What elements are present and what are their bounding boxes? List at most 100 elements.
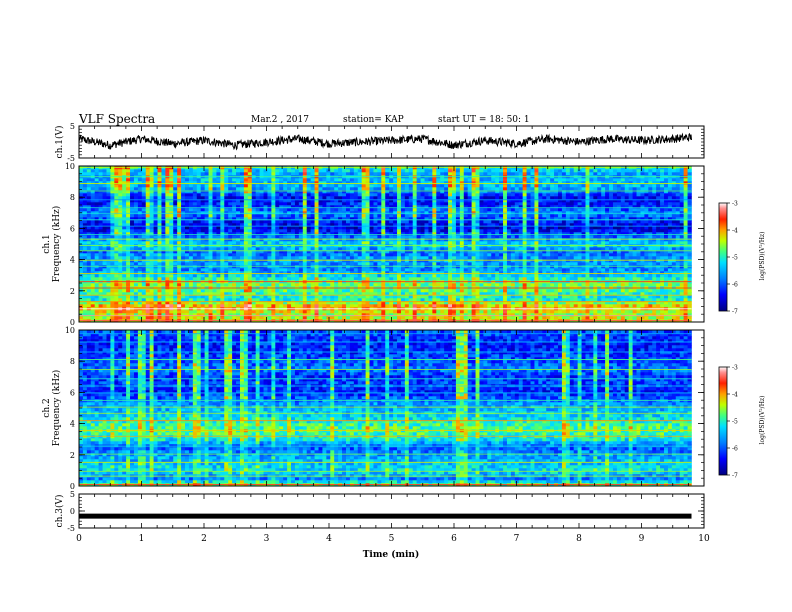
ch1-spectrogram-cell	[82, 172, 88, 176]
ch1-spectrogram-cell	[349, 298, 355, 302]
ch1-spectrogram-cell	[424, 229, 429, 233]
ch1-spectrogram-cell	[291, 271, 296, 275]
ch1-spectrogram-cell	[404, 211, 410, 215]
ch1-spectrogram-cell	[255, 217, 260, 221]
ch1-spectrogram-cell	[212, 232, 217, 236]
ch1-spectrogram-cell	[397, 313, 402, 317]
ch1-spectrogram-cell	[243, 178, 249, 182]
ch1-spectrogram-cell	[169, 301, 174, 305]
ch1-spectrogram-cell	[86, 202, 92, 206]
ch1-spectrogram-cell	[243, 199, 249, 203]
ch1-spectrogram-cell	[345, 313, 351, 317]
ch1-spectrogram-cell	[98, 253, 103, 257]
ch1-spectrogram-cell	[79, 292, 84, 296]
ch1-spectrogram-cell	[196, 289, 202, 293]
ch1-spectrogram-cell	[275, 238, 280, 242]
ch1-spectrogram-cell	[369, 169, 374, 173]
ch1-spectrogram-cell	[243, 259, 249, 263]
ch1-spectrogram-cell	[177, 271, 182, 275]
ch1-spectrogram-cell	[385, 292, 390, 296]
ch1-spectrogram-cell	[267, 277, 272, 281]
ch1-spectrogram-cell	[141, 292, 147, 296]
ch1-spectrogram-cell	[82, 190, 88, 194]
ch1-spectrogram-cell	[208, 220, 213, 224]
ch1-spectrogram-cell	[243, 304, 249, 308]
ch1-spectrogram-cell	[369, 301, 374, 305]
ch1-spectrogram-cell	[314, 271, 319, 275]
ch1-spectrogram-cell	[98, 229, 103, 233]
ch1-spectrogram-cell	[94, 259, 99, 263]
ch1-spectrogram-cell	[149, 172, 154, 176]
ch1-spectrogram-cell	[377, 232, 382, 236]
ch1-spectrogram-cell	[122, 271, 127, 275]
ch1-spectrogram-cell	[236, 316, 241, 320]
ch1-spectrogram-cell	[157, 253, 162, 257]
ch1-spectrogram-cell	[220, 232, 225, 236]
ch1-spectrogram-cell	[322, 172, 327, 176]
ch1-spectrogram-cell	[420, 283, 425, 287]
ch1-spectrogram-cell	[243, 208, 249, 212]
ch1-spectrogram-cell	[298, 232, 304, 236]
ch1-spectrogram-cell	[420, 268, 425, 272]
ch1-spectrogram-cell	[342, 274, 347, 278]
ch1-spectrogram-cell	[161, 208, 166, 212]
ch1-spectrogram-cell	[361, 187, 366, 191]
ch1-spectrogram-cell	[220, 220, 225, 224]
ch1-spectrogram-cell	[216, 316, 221, 320]
ch1-spectrogram-cell	[310, 292, 315, 296]
ch1-spectrogram-cell	[440, 202, 445, 206]
ch1-spectrogram-cell	[322, 262, 327, 266]
ch1-spectrogram-cell	[420, 298, 425, 302]
ch1-spectrogram-cell	[444, 313, 449, 317]
ch1-spectrogram-cell	[279, 292, 284, 296]
ch1-spectrogram-cell	[94, 298, 99, 302]
ch1-spectrogram-cell	[185, 211, 190, 215]
ch1-spectrogram-cell	[141, 208, 147, 212]
ch1-spectrogram-cell	[338, 253, 343, 257]
ch1-spectrogram-cell	[440, 256, 445, 260]
ch1-spectrogram-cell	[204, 190, 209, 194]
ch1-spectrogram-cell	[357, 229, 362, 233]
ch1-spectrogram-cell	[326, 268, 331, 272]
ch1-spectrogram-cell	[330, 277, 335, 281]
ch1-spectrogram-cell	[161, 241, 166, 245]
ch1-spectrogram-cell	[318, 211, 323, 215]
ch1-spectrogram-cell	[224, 292, 229, 296]
ch1-spectrogram-cell	[161, 256, 166, 260]
ch1-spectrogram-cell	[349, 277, 355, 281]
ch1-spectrogram-cell	[444, 226, 449, 230]
ch1-spectrogram-cell	[232, 190, 237, 194]
ch1-spectrogram-cell	[412, 184, 417, 188]
ch1-spectrogram-cell	[82, 247, 88, 251]
ch1-spectrogram-cell	[271, 253, 276, 257]
ch1-spectrogram-cell	[149, 298, 154, 302]
ch1-spectrogram-cell	[385, 250, 390, 254]
ch1-spectrogram-cell	[165, 172, 170, 176]
ch1-spectrogram-cell	[334, 271, 339, 275]
ch1-spectrogram-cell	[145, 181, 150, 185]
ch1-spectrogram-cell	[133, 310, 139, 314]
ch1-spectrogram-cell	[322, 211, 327, 215]
ch1-spectrogram-cell	[353, 238, 359, 242]
ch1-spectrogram-cell	[259, 208, 264, 212]
ch1-spectrogram-cell	[243, 313, 249, 317]
ch1-spectrogram-cell	[389, 178, 394, 182]
ch1-spectrogram-cell	[255, 226, 260, 230]
ch1-spectrogram-cell	[212, 199, 217, 203]
ch1-spectrogram-cell	[275, 301, 280, 305]
ch1-spectrogram-cell	[82, 256, 88, 260]
ch1-spectrogram-cell	[114, 277, 119, 281]
ch1-spectrogram-cell	[165, 304, 170, 308]
ch1-spectrogram-cell	[291, 277, 296, 281]
ch1-spectrogram-cell	[82, 184, 88, 188]
ch1-spectrogram-cell	[330, 289, 335, 293]
ch1-spectrogram-cell	[267, 193, 272, 197]
ch1-spectrogram-cell	[114, 256, 119, 260]
ch1-spectrogram-cell	[420, 277, 425, 281]
ch1-spectrogram-cell	[122, 220, 127, 224]
ch1-spectrogram-cell	[357, 295, 362, 299]
ch1-spectrogram-cell	[145, 172, 150, 176]
ch1-spectrogram-cell	[98, 211, 103, 215]
ch1-spectrogram-cell	[102, 313, 107, 317]
ch1-spectrogram-cell	[397, 262, 402, 266]
